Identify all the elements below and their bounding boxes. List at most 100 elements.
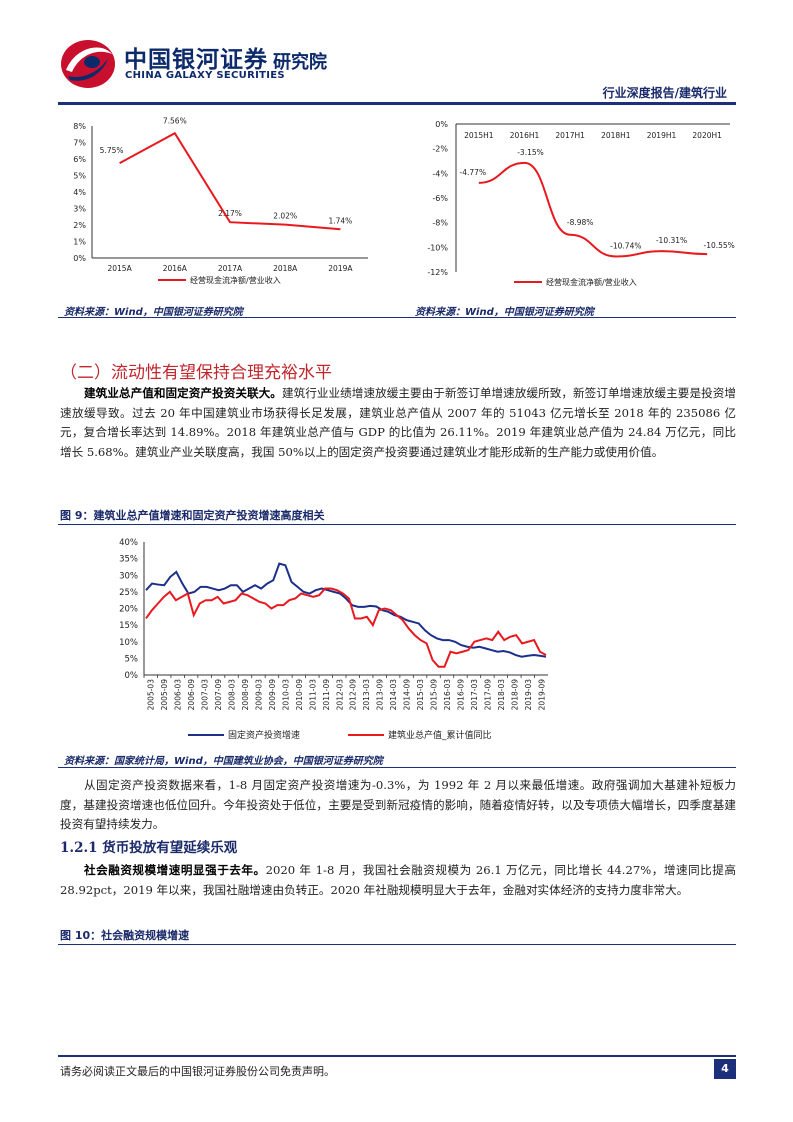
logo-cn: 中国银河证券 [124, 47, 268, 73]
x-tick-label: 2018-09 [510, 679, 519, 711]
x-tick-label: 2015A [107, 264, 132, 273]
y-tick-label: 15% [119, 621, 138, 631]
source-fig9-rule [58, 767, 736, 768]
x-tick-label: 2019H1 [647, 131, 677, 140]
x-tick-label: 2008-09 [241, 679, 250, 711]
x-tick-label: 2016-09 [456, 679, 465, 711]
logo: 中国银河证券 CHINA GALAXY SECURITIES 研究院 [58, 34, 358, 94]
y-tick-label: 35% [119, 555, 138, 565]
y-tick-label: 2% [73, 221, 86, 230]
data-label: 7.56% [163, 116, 187, 125]
source-right: 资料来源：Wind，中国银河证券研究院 [415, 307, 594, 318]
x-tick-label: 2014-03 [389, 679, 398, 711]
logo-institute: 研究院 [273, 52, 327, 73]
x-tick-label: 2007-03 [201, 679, 210, 711]
report-type: 行业深度报告/建筑行业 [602, 86, 727, 100]
data-label: -8.98% [567, 218, 594, 227]
x-tick-label: 2010-09 [295, 679, 304, 711]
series-line [119, 131, 341, 231]
y-tick-label: 40% [119, 538, 138, 548]
x-tick-label: 2015H1 [464, 131, 494, 140]
x-tick-label: 2005-03 [147, 679, 156, 711]
x-tick-label: 2008-03 [228, 679, 237, 711]
x-tick-label: 2012-09 [349, 679, 358, 711]
y-tick-label: 3% [73, 205, 86, 214]
x-tick-label: 2018A [273, 264, 298, 273]
paragraph-3: 社会融资规模增速明显强于去年。2020 年 1-8 月，我国社会融资规模为 26… [60, 861, 736, 900]
x-tick-label: 2020H1 [692, 131, 722, 140]
paragraph-3-lead: 社会融资规模增速明显强于去年。 [84, 863, 266, 877]
x-tick-label: 2019-03 [524, 679, 533, 711]
y-tick-label: 4% [73, 188, 86, 197]
x-tick-label: 2013-03 [362, 679, 371, 711]
x-tick-label: 2014-09 [403, 679, 412, 711]
x-tick-label: 2016A [163, 264, 188, 273]
legend-label: 经营现金流净额/营业收入 [190, 275, 281, 285]
x-tick-label: 2011-03 [308, 679, 317, 711]
figure-10-rule [58, 944, 736, 945]
x-tick-label: 2005-09 [160, 679, 169, 711]
x-tick-label: 2009-09 [268, 679, 277, 711]
figure-10-title: 图 10：社会融资规模增速 [60, 929, 190, 942]
page-number: 4 [714, 1059, 736, 1079]
y-tick-label: 5% [73, 172, 86, 181]
y-tick-label: 7% [73, 139, 86, 148]
data-label: -10.74% [610, 241, 641, 250]
data-label: 2.17% [218, 209, 242, 218]
data-label: -10.55% [704, 241, 735, 250]
subsection-title: 1.2.1 货币投放有望延续乐观 [60, 840, 238, 856]
x-tick-label: 2015-03 [416, 679, 425, 711]
y-tick-label: 6% [73, 155, 86, 164]
header-rule [58, 102, 736, 105]
chart-left: 8% 7% 6% 5% 4% 3% 2% 1% 0% 2015A 2016A 2017A 2018A 20… [73, 116, 368, 285]
paragraph-1: 建筑业总产值和固定资产投资关联大。建筑行业业绩增速放缓主要由于新签订单增速放缓所… [60, 384, 736, 462]
legend-label-investment: 固定资产投资增速 [228, 729, 300, 741]
footer-disclaimer: 请务必阅读正文最后的中国银河证券股份公司免责声明。 [60, 1065, 335, 1078]
source-left: 资料来源：Wind，中国银河证券研究院 [64, 307, 243, 318]
y-tick-label: 20% [119, 605, 138, 615]
x-tick-label: 2018-03 [497, 679, 506, 711]
paragraph-3-body: 2020 年 1-8 月，我国社会融资规模为 26.1 万亿元，同比增长 44.… [60, 863, 736, 897]
y-tick-label: 8% [73, 122, 86, 131]
galaxy-logo-icon [61, 40, 115, 88]
y-tick-label: -6% [432, 194, 448, 203]
y-tick-label: 25% [119, 588, 138, 598]
figure-9-title: 图 9：建筑业总产值增速和固定资产投资增速高度相关 [60, 509, 325, 522]
y-tick-label: 1% [73, 238, 86, 247]
section-title: （二）流动性有望保持合理充裕水平 [60, 363, 332, 383]
paragraph-2: 从固定资产投资数据来看，1-8 月固定资产投资增速为-0.3%，为 1992 年… [60, 778, 736, 831]
series-line-construction-output [145, 587, 547, 668]
x-tick-label: 2017-03 [470, 679, 479, 711]
chart-right: 0% -2% -4% -6% -8% -10% -12% 2015H1 2016H1 2017H1… [427, 120, 735, 287]
series-line-fixed-asset-investment [145, 562, 547, 658]
figure-9-rule [58, 524, 736, 525]
x-tick-label: 2012-03 [335, 679, 344, 711]
paragraph-1-lead: 建筑业总产值和固定资产投资关联大。 [84, 386, 282, 400]
y-tick-label: -10% [427, 243, 448, 252]
footer-rule [58, 1055, 736, 1057]
y-tick-label: 0% [73, 254, 86, 263]
x-tick-label: 2017A [218, 264, 243, 273]
x-tick-label: 2007-09 [214, 679, 223, 711]
logo-en: CHINA GALAXY SECURITIES [125, 70, 285, 81]
y-tick-label: 0% [435, 120, 448, 129]
y-tick-label: 5% [125, 654, 139, 664]
x-tick-label: 2019-09 [537, 679, 546, 711]
x-tick-label: 2013-09 [376, 679, 385, 711]
x-tick-label: 2006-09 [187, 679, 196, 711]
y-tick-label: -2% [432, 145, 448, 154]
x-tick-label: 2018H1 [601, 131, 631, 140]
data-label: 5.75% [100, 146, 124, 155]
data-label: -10.31% [656, 236, 687, 245]
x-tick-label: 2006-03 [174, 679, 183, 711]
x-tick-label: 2017H1 [555, 131, 585, 140]
data-label: 2.02% [273, 212, 297, 221]
source-fig9: 资料来源：国家统计局，Wind，中国建筑业协会，中国银河证券研究院 [64, 756, 383, 767]
x-tick-label: 2016H1 [510, 131, 540, 140]
legend-label-output: 建筑业总产值_累计值同比 [388, 729, 492, 741]
data-label: -3.15% [517, 148, 544, 157]
x-tick-label: 2009-03 [254, 679, 263, 711]
x-tick-label: 2010-03 [281, 679, 290, 711]
y-tick-label: -4% [432, 169, 448, 178]
y-tick-label: 10% [119, 638, 138, 648]
